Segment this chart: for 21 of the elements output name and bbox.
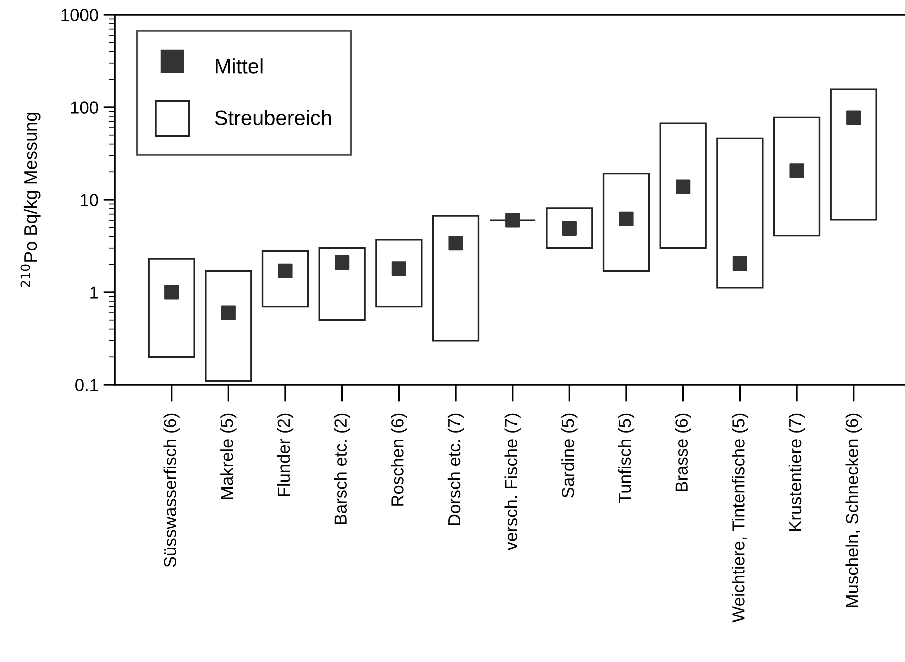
x-tick-label: Krustentiere (7) [788,414,806,531]
x-tick-label: Barsch etc. (2) [334,414,350,524]
y-axis-title: $^{210}$Po Bq/kg Messung [20,113,41,288]
x-tick-label: Sardine (5) [562,414,578,498]
x-tick-label: Weichtiere, Tintenfische (5) [732,414,748,623]
x-tick-label: Süsswasserfisch (6) [164,414,180,568]
x-tick-label: versch. Fische (7) [504,414,521,551]
x-tick-label: Roschen (6) [391,414,408,506]
y-tick-label: 1 [90,286,98,299]
y-tick-label: 100 [71,102,98,114]
x-tick-label: Brasse (6) [675,414,692,492]
x-tick-label: Flunder (2) [277,414,294,496]
x-tick-label: Dorsch etc. (7) [448,414,464,526]
x-tick-label: Makrele (5) [220,414,237,500]
x-tick-label: Muscheln, Schnecken (6) [846,414,862,608]
legend-label: Streubereich [215,110,332,126]
y-tick-label: 10 [81,194,98,206]
legend-label: Mittel [216,58,263,74]
y-tick-label: 0.1 [76,379,98,392]
x-tick-label: Tunfisch (5) [618,414,635,504]
y-tick-label: 1000 [62,9,98,22]
